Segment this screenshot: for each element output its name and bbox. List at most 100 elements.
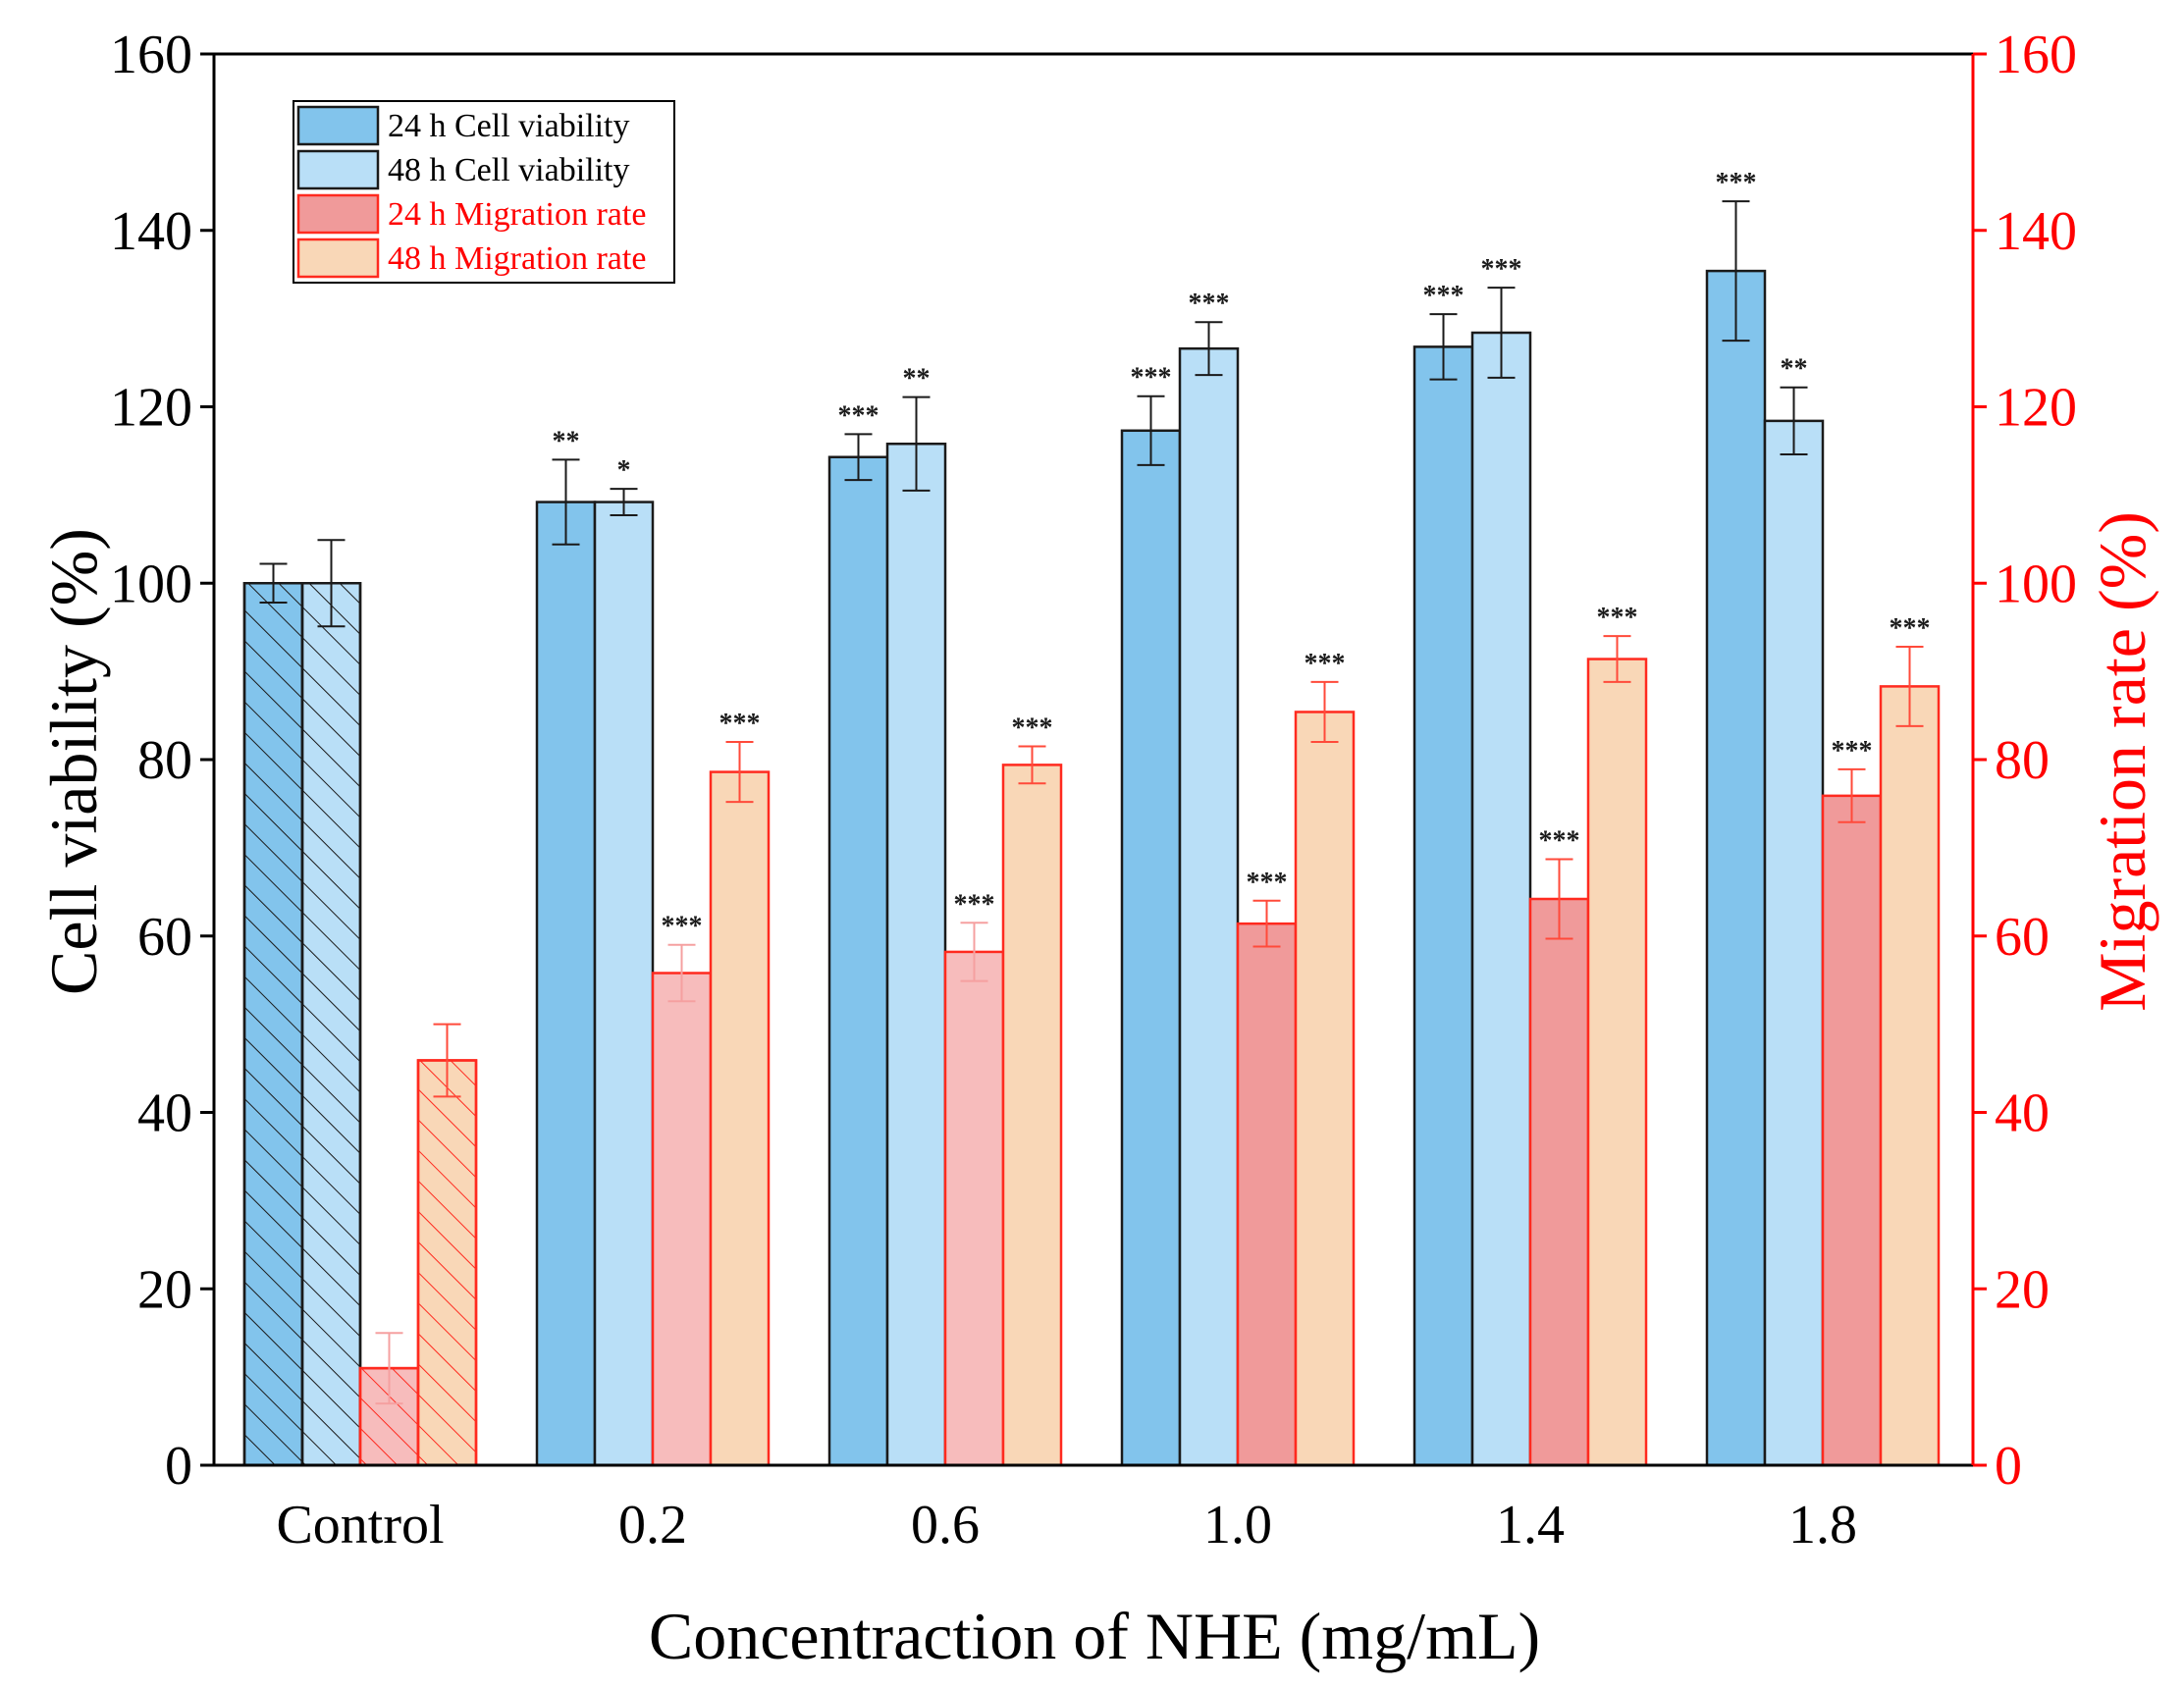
error-bar [1780,386,1808,456]
bar-24-h-migration-rate-1_8 [1821,794,1883,1467]
bar-24-h-cell-viability-0_2 [535,501,597,1467]
bar-48-h-migration-rate-1_4 [1586,658,1648,1467]
significance-label: *** [1597,603,1638,633]
x-tick-label: Control [276,1495,444,1556]
legend-label: 24 h Cell viability [388,108,629,144]
significance-label: *** [1247,868,1288,898]
bar-48-h-cell-viability-0_2 [593,501,655,1467]
error-bar [610,488,638,517]
error-bar [1722,200,1750,343]
legend-label: 48 h Migration rate [388,240,646,277]
error-bar [552,458,580,546]
significance-label: ** [1781,354,1808,385]
legend-swatch [296,105,380,146]
significance-label: *** [1131,363,1172,394]
significance-label: *** [838,400,879,431]
error-bar [1310,680,1339,744]
y-axis-title-right: Migration rate (%) [2085,511,2159,1012]
legend-swatch [296,237,380,279]
significance-label: *** [662,912,703,942]
significance-label: *** [1012,713,1053,744]
bar-48-h-migration-rate-1_0 [1294,711,1356,1467]
bar-hatch-24-h-cell-viability-control [242,582,304,1467]
bar-48-h-cell-viability-1_4 [1470,331,1532,1467]
x-tick-label: 1.8 [1788,1495,1857,1556]
error-bar [1252,899,1281,948]
x-tick-label: 0.2 [618,1495,687,1556]
error-bar [1429,313,1458,381]
right-tick-label: 40 [1995,1083,2050,1144]
error-bar [1603,635,1631,683]
right-tick-label: 140 [1995,201,2077,262]
significance-label: *** [1716,168,1757,198]
left-tick-label: 20 [137,1259,192,1320]
significance-label: *** [1832,736,1873,766]
bar-48-h-migration-rate-1_8 [1879,685,1941,1467]
x-tick-label: 1.0 [1203,1495,1272,1556]
x-axis-title: Concentraction of NHE (mg/mL) [649,1599,1540,1673]
bar-48-h-cell-viability-1_0 [1178,346,1240,1467]
error-bar [317,539,346,628]
error-bar [667,943,696,1003]
error-bar [960,922,988,982]
error-bar [1545,858,1573,940]
bar-48-h-cell-viability-0_6 [885,442,947,1467]
bar-24-h-cell-viability-1_0 [1120,429,1182,1467]
significance-label: ** [903,364,931,395]
error-bar [725,741,754,804]
right-tick-label: 160 [1995,25,2077,85]
x-tick-label: 1.4 [1496,1495,1565,1556]
significance-label: *** [954,889,995,920]
legend-label: 24 h Migration rate [388,196,646,233]
bar-hatch-48-h-migration-rate-control [416,1059,478,1467]
error-bar [1137,395,1165,466]
left-tick-label: 0 [165,1436,192,1497]
bar-48-h-migration-rate-0_2 [709,770,771,1467]
significance-label: *** [1189,289,1230,319]
right-tick-label: 100 [1995,554,2077,614]
legend-label: 48 h Cell viability [388,152,629,188]
significance-label: *** [1890,613,1931,644]
right-tick-label: 0 [1995,1436,2022,1497]
left-tick-label: 40 [137,1083,192,1144]
significance-label: *** [1305,649,1346,679]
left-tick-label: 140 [110,201,192,262]
bar-24-h-migration-rate-1_4 [1528,897,1590,1467]
bar-24-h-migration-rate-0_2 [651,972,713,1467]
right-tick-label: 20 [1995,1259,2050,1320]
error-bar [1838,767,1866,823]
right-tick-label: 120 [1995,378,2077,439]
left-tick-label: 120 [110,378,192,439]
error-bar [844,433,873,482]
error-bar [375,1332,403,1405]
significance-label: ** [553,426,580,456]
error-bar [259,562,288,605]
error-bar [1487,287,1516,379]
right-tick-label: 60 [1995,907,2050,968]
left-tick-label: 160 [110,25,192,85]
bar-24-h-cell-viability-1_4 [1412,345,1474,1467]
bar-24-h-cell-viability-0_6 [827,455,889,1467]
error-bar [1895,645,1924,727]
bar-24-h-cell-viability-1_8 [1705,269,1767,1467]
left-tick-label: 60 [137,907,192,968]
left-tick-label: 80 [137,730,192,791]
left-tick-label: 100 [110,554,192,614]
legend: 24 h Cell viability 48 h Cell viability 24… [293,100,675,284]
legend-swatch [296,193,380,235]
error-bar [902,396,931,492]
bar-24-h-migration-rate-0_6 [943,950,1005,1467]
significance-label: *** [1481,254,1522,285]
significance-label: * [617,455,631,486]
legend-swatch [296,149,380,190]
bar-48-h-migration-rate-0_6 [1001,764,1063,1467]
error-bar [1195,321,1223,377]
significance-label: *** [719,709,761,739]
error-bar [1018,745,1046,785]
bar-24-h-migration-rate-1_0 [1236,922,1298,1467]
x-tick-label: 0.6 [911,1495,980,1556]
significance-label: *** [1423,281,1465,311]
right-tick-label: 80 [1995,730,2050,791]
